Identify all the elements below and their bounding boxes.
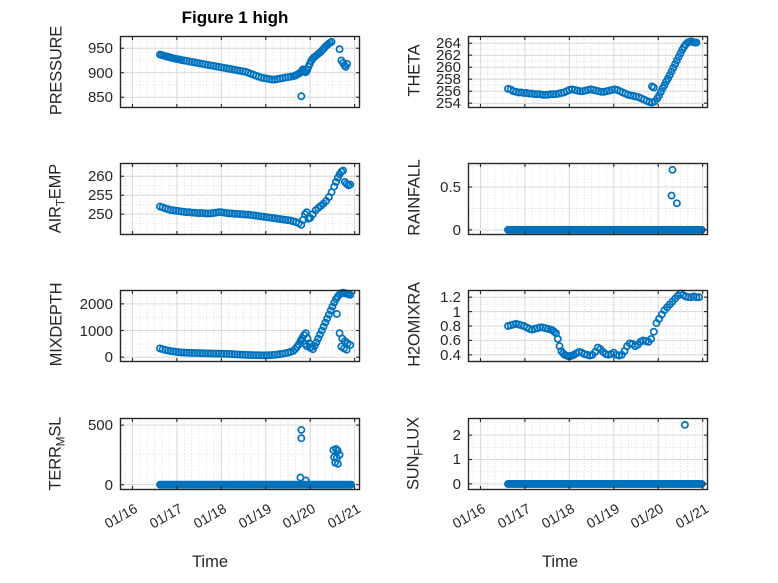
ytick-h2omixra-3: 1 (452, 303, 461, 321)
tick-marks-rainfall (468, 163, 708, 235)
ylabel-terr_msl: TERRMSL (46, 416, 68, 491)
plot-area-mixdepth (119, 288, 361, 363)
data-series-terr_msl (156, 425, 356, 489)
ytick-mixdepth-2: 2000 (79, 295, 113, 313)
ylabel-air_temp: AIRTEMP (46, 164, 68, 234)
ytick-sun_flux-1: 1 (452, 451, 461, 469)
ylabel-rainfall: RAINFALL (405, 159, 424, 236)
xtick-sun_flux-1: 01/17 (494, 500, 533, 532)
tick-marks-h2omixra (468, 290, 708, 362)
panel-theta: 254 256 258 260 262 264 THETA (406, 35, 709, 111)
ytick-air_temp-0: 250 (87, 206, 113, 224)
plot-area-theta (467, 35, 709, 109)
tick-marks-mixdepth (120, 290, 360, 362)
data-series-theta (504, 37, 701, 107)
panel-pressure: 850 900 950 PRESSURE (48, 26, 361, 115)
plot-area-h2omixra (467, 289, 709, 363)
xtick-terr_msl-3: 01/19 (235, 500, 274, 532)
panel-rainfall: 0 0.5 RAINFALL (406, 159, 709, 238)
plot-area-sun_flux (467, 417, 709, 491)
ytick-sun_flux-2: 2 (452, 427, 461, 445)
ytick-h2omixra-2: 0.8 (440, 318, 461, 335)
xtick-terr_msl-4: 01/20 (279, 500, 319, 532)
data-series-rainfall (504, 165, 706, 234)
plot-area-rainfall (467, 162, 709, 236)
ylabel-sun_flux: SUNFLUX (404, 417, 426, 491)
plot-area-air_temp (119, 162, 361, 236)
ytick-pressure-2: 950 (87, 40, 113, 58)
tick-marks-pressure (120, 36, 360, 108)
panel-terr_msl: 0 500 TERRMSL 01/16 01/17 01/18 01/19 01/20 01/2… (46, 417, 362, 532)
ytick-theta-3: 260 (435, 59, 461, 77)
xtick-sun_flux-0: 01/16 (450, 500, 489, 532)
ytick-sun_flux-0: 0 (452, 475, 461, 493)
ylabel-theta: THETA (405, 44, 424, 97)
ytick-rainfall-1: 0.5 (440, 179, 461, 196)
xtick-terr_msl-5: 01/21 (324, 500, 363, 532)
xtick-sun_flux-4: 01/20 (627, 500, 667, 532)
plot-area-pressure (119, 35, 361, 109)
tick-marks-theta (468, 36, 708, 108)
xtick-sun_flux-5: 01/21 (672, 500, 711, 532)
xtick-terr_msl-0: 01/16 (102, 500, 141, 532)
tick-marks-air_temp (120, 163, 360, 235)
panel-air_temp: 250 255 260 AIRTEMP (46, 162, 361, 236)
ytick-terr_msl-1: 500 (87, 417, 113, 435)
plot-area-terr_msl (119, 417, 361, 491)
x-axis-label-right: Time (541, 553, 579, 571)
ytick-air_temp-1: 255 (87, 187, 113, 205)
x-axis-label-left: Time (191, 553, 229, 571)
data-series-h2omixra (504, 289, 704, 361)
xtick-terr_msl-1: 01/17 (146, 500, 185, 532)
ytick-pressure-0: 850 (87, 89, 113, 107)
data-series-mixdepth (156, 288, 355, 360)
xtick-sun_flux-2: 01/18 (538, 500, 578, 532)
panel-mixdepth: 0 1000 2000 MIXDEPTH (48, 283, 361, 366)
xtick-sun_flux-3: 01/19 (583, 500, 622, 532)
ytick-mixdepth-0: 0 (104, 349, 113, 367)
ylabel-h2omixra: H2OMIXRA (405, 282, 424, 367)
ytick-air_temp-2: 260 (87, 168, 113, 186)
ytick-rainfall-0: 0 (452, 221, 461, 239)
ytick-h2omixra-1: 0.6 (440, 332, 461, 350)
ylabel-pressure: PRESSURE (47, 25, 66, 116)
ytick-h2omixra-0: 0.4 (440, 346, 461, 364)
tick-marks-terr_msl (120, 418, 360, 490)
ytick-pressure-1: 900 (87, 64, 113, 82)
minor-grid-terr_msl (120, 418, 360, 490)
panel-h2omixra: 0.4 0.6 0.8 1 1.2 H2OMIXRA (406, 282, 709, 367)
major-grid-air_temp (120, 163, 360, 235)
ytick-mixdepth-1: 1000 (79, 322, 113, 340)
data-series-air_temp (156, 166, 355, 229)
ytick-theta-0: 254 (435, 95, 461, 113)
ytick-theta-5: 264 (435, 35, 461, 53)
ytick-theta-2: 258 (435, 71, 461, 89)
ytick-theta-4: 262 (435, 47, 461, 65)
xtick-terr_msl-2: 01/18 (190, 500, 230, 532)
ylabel-mixdepth: MIXDEPTH (47, 282, 66, 367)
ytick-terr_msl-0: 0 (104, 476, 113, 494)
data-series-pressure (156, 37, 352, 101)
tick-marks-sun_flux (468, 418, 708, 490)
panel-sun_flux: 0 1 2 SUNFLUX 01/16 01/17 01/18 01/19 01/20 01/21 (404, 417, 710, 531)
ytick-theta-1: 256 (435, 83, 461, 101)
ytick-h2omixra-4: 1.2 (440, 289, 461, 307)
figure-title: Figure 1 high (181, 8, 289, 27)
